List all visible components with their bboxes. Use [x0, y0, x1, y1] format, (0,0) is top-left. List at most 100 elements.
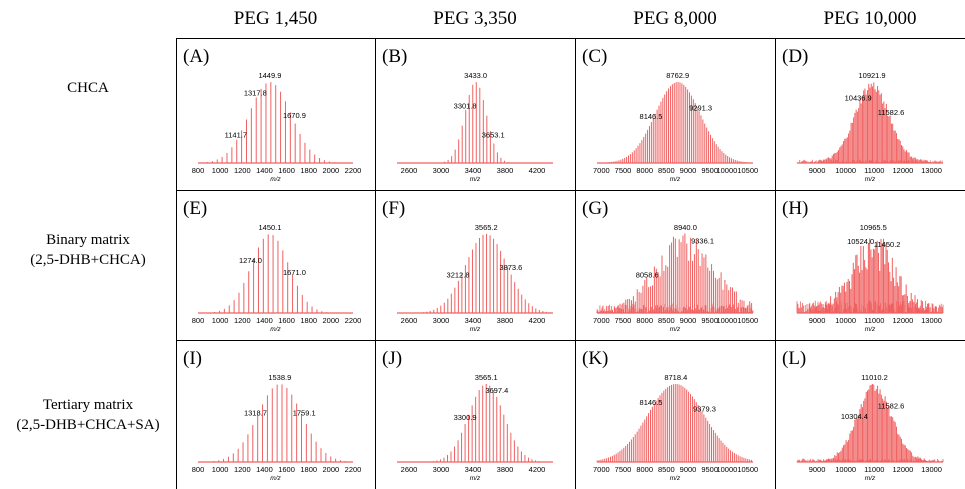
peak-label: 3433.0: [464, 71, 487, 80]
x-tick-label: 2600: [401, 465, 418, 474]
x-axis-label: m/z: [270, 326, 281, 333]
x-tick-label: 1000: [212, 465, 229, 474]
peak-label: 9379.3: [693, 404, 716, 413]
x-tick-label: 12000: [892, 316, 913, 325]
x-axis-label: m/z: [270, 475, 281, 482]
x-tick-label: 12000: [892, 166, 913, 175]
x-tick-label: 2200: [345, 465, 362, 474]
spectrum-panel-l: (L) 10304.4 11010.2 11582.6 9000 10000 11000 12…: [782, 348, 944, 482]
x-tick-label: 8500: [658, 316, 675, 325]
x-tick-label: 8000: [636, 316, 653, 325]
x-tick-label: 10000: [835, 465, 856, 474]
peak-label: 10304.4: [841, 412, 868, 421]
peak-label: 1538.9: [268, 373, 291, 382]
x-tick-label: 7500: [615, 316, 632, 325]
x-tick-label: 9500: [701, 316, 718, 325]
panel-label: (D): [782, 46, 808, 67]
x-tick-label: 1200: [234, 166, 251, 175]
peak-label: 8718.4: [664, 373, 687, 382]
x-axis-ticks: 800 1000 1200 1400 1600 1800 2000 2200: [192, 166, 362, 175]
x-tick-label: 1000010500: [716, 465, 758, 474]
x-axis-label: m/z: [470, 475, 481, 482]
x-axis-ticks: 9000 10000 11000 12000 13000: [809, 465, 942, 474]
peak-label: 3653.1: [482, 131, 505, 140]
spectrum-peaks: [605, 82, 750, 163]
x-tick-label: 7500: [615, 166, 632, 175]
x-tick-label: 7000: [593, 465, 610, 474]
x-axis-ticks: 9000 10000 11000 12000 13000: [809, 316, 942, 325]
x-tick-label: 1800: [300, 316, 317, 325]
x-tick-label: 1600: [278, 465, 295, 474]
x-tick-label: 1000: [212, 166, 229, 175]
x-tick-label: 3800: [497, 316, 514, 325]
x-tick-label: 2200: [345, 316, 362, 325]
x-tick-label: 1400: [256, 465, 273, 474]
spectrum-peaks: [596, 233, 754, 313]
spectrum-panel-g: (G) 8058.6 8940.0 9336.1 7000 7500 8000 8500 900…: [582, 198, 758, 333]
peak-label: 8146.5: [640, 398, 663, 407]
peak-label: 8762.9: [666, 71, 689, 80]
panel-label: (B): [382, 46, 407, 67]
peak-label: 10921.9: [858, 71, 885, 80]
peak-label: 11010.2: [861, 373, 888, 382]
x-tick-label: 3000: [433, 465, 450, 474]
x-axis-ticks: 9000 10000 11000 12000 13000: [809, 166, 942, 175]
peak-label: 1317.8: [244, 88, 267, 97]
x-tick-label: 1400: [256, 316, 273, 325]
peak-label: 3565.1: [475, 373, 498, 382]
x-tick-label: 7000: [593, 316, 610, 325]
row-header-binary: Binary matrix (2,5-DHB+CHCA): [0, 230, 176, 270]
grid-line-col0: [176, 38, 177, 489]
x-tick-label: 3400: [465, 316, 482, 325]
panel-label: (H): [782, 198, 808, 219]
x-axis-label: m/z: [470, 326, 481, 333]
x-tick-label: 3400: [465, 465, 482, 474]
peak-label: 10524.0: [847, 237, 874, 246]
x-axis-ticks: 2600 3000 3400 3800 4200: [401, 166, 546, 175]
x-tick-label: 1600: [278, 316, 295, 325]
spectrum-peaks: [596, 384, 753, 462]
x-axis-label: m/z: [865, 326, 876, 333]
peak-label: 3300.9: [454, 413, 477, 422]
peak-label: 3873.6: [499, 263, 522, 272]
spectrum-panel-k: (K) 8146.5 8718.4 9379.3 7000 7500 8000 8500 900…: [582, 348, 758, 482]
x-tick-label: 2200: [345, 166, 362, 175]
peak-label: 9336.1: [691, 236, 714, 245]
peak-label: 3697.4: [485, 386, 508, 395]
x-tick-label: 4200: [529, 316, 546, 325]
panel-label: (C): [582, 46, 607, 67]
peak-label: 8058.6: [636, 270, 659, 279]
spectrum-panel-e: (E) 1274.0 1450.1 1671.0 800 1000 1200 1400 1600…: [183, 198, 362, 333]
spectrum-panel-j: (J) 3300.9 3565.1 3697.4 2600 3000 3400 3800 420…: [382, 348, 553, 482]
spectrum-panel-b: (B) 3301.8 3433.0 3653.1 2600 3000 3400 3800 420…: [382, 46, 553, 183]
peak-label: 1671.0: [283, 268, 306, 277]
x-tick-label: 3400: [465, 166, 482, 175]
x-axis-ticks: 2600 3000 3400 3800 4200: [401, 465, 546, 474]
x-tick-label: 1800: [300, 465, 317, 474]
peak-label: 1759.1: [293, 408, 316, 417]
panel-label: (E): [183, 198, 207, 219]
peak-label: 1274.0: [239, 256, 262, 265]
x-tick-label: 1000010500: [716, 316, 758, 325]
x-axis-label: m/z: [670, 326, 681, 333]
x-axis-label: m/z: [865, 176, 876, 183]
grid-line-col2: [575, 38, 576, 489]
row-header-line2: (2,5-DHB+CHCA+SA): [16, 417, 160, 433]
grid-line-col1: [375, 38, 376, 489]
column-header-peg-8000: PEG 8,000: [633, 8, 717, 29]
spectrum-peaks: [796, 384, 944, 462]
x-tick-label: 8500: [658, 166, 675, 175]
peak-label: 1318.7: [244, 408, 267, 417]
x-axis-label: m/z: [865, 475, 876, 482]
spectrum-panel-c: (C) 8146.5 8762.9 9291.3 7000 7500 8000 8500 900…: [582, 46, 758, 183]
column-header-peg-1450: PEG 1,450: [233, 8, 318, 29]
x-tick-label: 13000: [921, 316, 942, 325]
x-tick-label: 9000: [680, 316, 697, 325]
grid-line-row1: [176, 190, 965, 191]
x-axis-ticks: 800 1000 1200 1400 1600 1800 2000 2200: [192, 316, 362, 325]
peak-label: 9291.3: [689, 104, 712, 113]
spectrum-peaks: [796, 238, 944, 313]
x-tick-label: 3800: [497, 465, 514, 474]
peak-label: 1670.9: [283, 111, 306, 120]
